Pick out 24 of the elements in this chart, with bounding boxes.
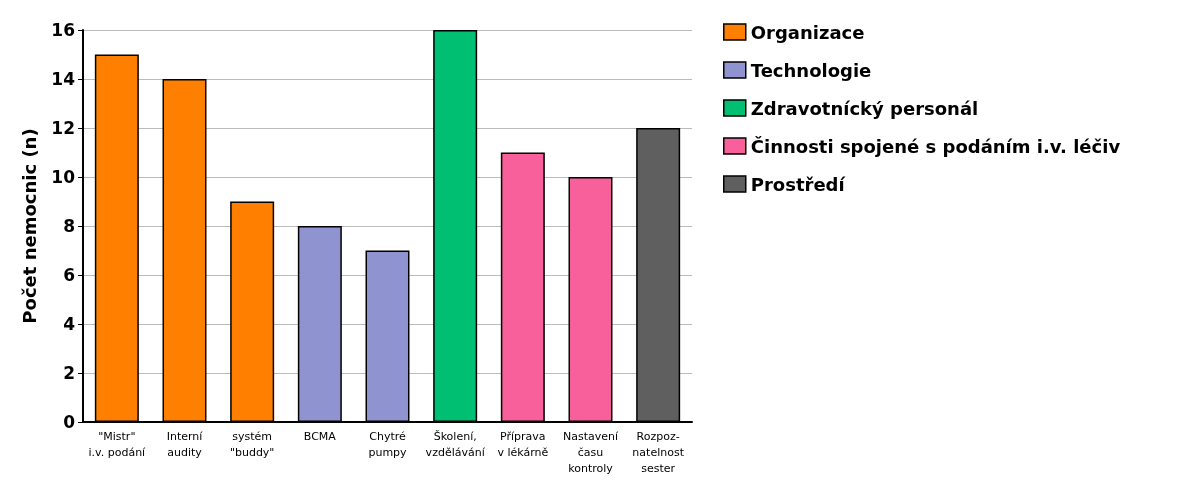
x-tick-label: Rozpoz- natelnost sester <box>632 429 685 475</box>
x-tick-label: BCMA <box>303 429 337 443</box>
legend-label: Organizace <box>750 21 865 43</box>
legend-label: Prostředí <box>750 173 846 195</box>
x-tick-label: Školení, vzdělávání <box>425 429 486 459</box>
y-tick-label: 12 <box>51 118 75 138</box>
y-tick-label: 8 <box>63 216 75 236</box>
y-tick-label: 16 <box>51 20 75 40</box>
y-tick-label: 14 <box>51 69 76 89</box>
y-tick-label: 4 <box>63 314 76 334</box>
x-tick-label: "Mistr" i.v. podání <box>88 429 147 459</box>
x-tick-label: Chytré pumpy <box>368 429 408 459</box>
x-tick-label: Interní audity <box>166 429 204 459</box>
y-tick-label: 10 <box>51 167 76 187</box>
y-tick-label: 2 <box>63 363 75 383</box>
legend-label: Technologie <box>750 59 872 81</box>
y-tick-label: 6 <box>63 265 75 285</box>
x-tick-label: Nastavení času kontroly <box>562 429 619 475</box>
y-axis-title: Počet nemocnic (n) <box>18 128 40 324</box>
legend-label: Činnosti spojené s podáním i.v. léčiv <box>750 135 1121 157</box>
x-tick-label: systém "buddy" <box>229 429 275 459</box>
x-tick-label: Příprava v lékárně <box>497 429 549 459</box>
legend-label: Zdravotnícký personál <box>750 97 979 119</box>
y-tick-label: 0 <box>63 412 76 432</box>
